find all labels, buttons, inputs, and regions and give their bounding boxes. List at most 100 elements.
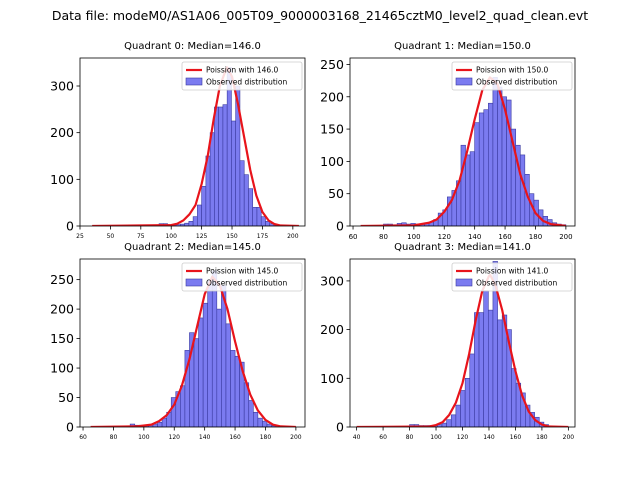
histogram-bar [497,86,503,226]
y-tick-label: 200 [320,89,344,104]
y-tick-label: 0 [66,219,74,234]
histogram-bar [483,109,489,226]
y-tick-label: 200 [50,302,74,317]
x-tick-label: 200 [287,233,299,240]
y-tick-label: 50 [328,186,344,201]
x-tick-label: 180 [260,434,272,441]
y-tick-label: 300 [320,273,344,288]
x-tick-label: 140 [483,434,495,441]
legend-box [181,61,303,91]
x-tick-label: 160 [498,233,511,241]
histogram-bar [216,308,222,427]
legend-bars-label: Observed distribution [206,78,287,87]
figure-title: Data file: modeM0/AS1A06_005T09_90000031… [52,8,588,23]
plot-area [360,76,567,226]
histogram-bar [450,414,457,427]
y-tick-label: 0 [336,219,344,234]
histogram-bar [207,279,213,427]
plot-area [90,270,296,427]
histogram-bar [226,67,232,226]
histogram-bar [492,77,498,226]
y-tick-label: 50 [58,390,74,405]
histogram-bar [253,411,259,427]
histogram-bar [478,112,485,226]
histogram-bar [188,221,194,226]
subplot-title: Quadrant 0: Median=146.0 [124,41,261,52]
histogram-bar [231,120,236,226]
histogram-bar [488,309,494,427]
y-tick-label: 200 [50,125,74,140]
x-tick-label: 200 [563,434,575,441]
subplot-quadrant-2: 60 80 100 120 140 160 180 200 0 50 100 150 200 250 Qua… [50,242,306,441]
x-tick-label: 75 [137,233,145,240]
histogram-bar [211,270,218,427]
histogram-bar [460,390,466,427]
histogram-bar [455,404,461,427]
x-tick-label: 120 [438,233,451,241]
legend-bars-label: Observed distribution [476,279,557,288]
legend-bars-swatch [455,77,473,86]
histogram-bar [446,419,452,427]
histogram-bar [474,122,480,226]
histogram-bar [239,160,245,226]
x-tick-label: 120 [457,434,469,441]
x-tick-label: 200 [559,233,572,241]
histogram-bar [198,317,204,427]
histogram-bar [248,188,254,226]
x-tick-label: 40 [353,434,361,441]
x-tick-label: 160 [510,434,522,441]
histogram-bar [474,312,480,427]
y-tick-label: 300 [50,79,74,94]
subplot-title: Quadrant 3: Median=141.0 [394,242,531,253]
histogram-bar [201,186,207,226]
plot-area [356,261,569,427]
x-tick-label: 100 [138,434,150,441]
x-tick-label: 100 [165,233,177,240]
y-tick-label: 250 [320,57,344,72]
histogram-bar [478,312,484,427]
histogram-bar [252,207,258,226]
y-tick-label: 100 [320,371,344,386]
x-tick-label: 80 [110,434,118,441]
legend: Poission with 150.0 Observed distribution [451,61,573,91]
x-tick-label: 60 [349,233,358,241]
x-tick-label: 140 [199,434,211,441]
histogram-bar [222,104,228,226]
x-tick-label: 60 [379,434,387,441]
legend: Poission with 146.0 Observed distribution [181,61,303,91]
x-tick-label: 25 [76,233,84,240]
x-tick-label: 150 [226,233,238,240]
legend: Poission with 145.0 Observed distribution [181,262,303,292]
legend-bars-label: Observed distribution [206,279,287,288]
legend-curve-label: Poission with 146.0 [206,66,279,75]
legend-curve-label: Poission with 145.0 [206,267,279,276]
x-tick-label: 175 [257,233,269,240]
histogram-bar [469,151,475,226]
legend-bars-swatch [455,278,473,287]
plot-area [92,66,299,226]
histogram-bar [197,204,202,226]
subplot-title: Quadrant 2: Median=145.0 [124,242,261,253]
histogram-bar [469,353,475,427]
legend-box [181,262,303,292]
subplot-grid: 25 50 75 100 125 150 175 200 0 100 200 300 Quadrant … [50,41,576,441]
histogram-bar [260,216,266,226]
histogram-bar [248,400,254,427]
subplot-quadrant-3: 40 60 80 100 120 140 160 180 200 0 100 200 300 Quadra… [320,242,576,441]
x-tick-label: 140 [468,233,481,241]
y-tick-label: 0 [336,420,344,435]
histogram-bar [519,154,526,226]
legend-curve-label: Poission with 141.0 [476,267,549,276]
x-tick-label: 160 [229,434,241,441]
x-tick-label: 80 [379,233,388,241]
legend-curve-label: Poission with 150.0 [476,66,549,75]
histogram-bar [193,338,199,427]
legend-box [451,61,573,91]
histogram-bar [180,385,186,427]
poisson-curve [92,66,299,226]
y-tick-label: 150 [50,331,74,346]
y-tick-label: 100 [50,361,74,376]
histogram-bar [234,355,240,427]
legend-bars-swatch [185,278,203,287]
